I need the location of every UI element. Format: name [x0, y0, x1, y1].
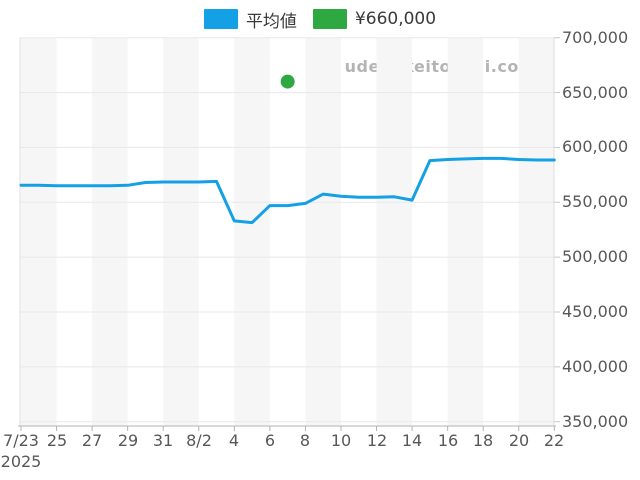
x-axis-label: 8 — [299, 431, 311, 450]
legend-item-label: 平均値 — [245, 11, 297, 32]
x-axis-label: 20 — [508, 431, 530, 450]
x-axis-label: 7/23 — [3, 431, 39, 450]
grid-band — [163, 37, 199, 427]
grid-band — [234, 37, 270, 427]
average-price-line[interactable] — [19, 156, 556, 225]
x-axis-label: 29 — [117, 431, 139, 450]
x-axis-label: 16 — [437, 431, 459, 450]
grid-band — [92, 37, 128, 427]
y-axis-label: 700,000 — [562, 28, 629, 47]
x-axis-label: 31 — [152, 431, 174, 450]
x-axis-label: 25 — [46, 431, 68, 450]
y-axis-label: 600,000 — [562, 137, 629, 156]
x-axis-label: 6 — [264, 431, 276, 450]
grid-band — [447, 37, 484, 427]
y-axis-label: 650,000 — [562, 83, 629, 102]
x-axis-label: 10 — [330, 431, 352, 450]
x-axis-label: 18 — [472, 431, 494, 450]
grid-band — [21, 37, 57, 427]
legend-item-sale-price[interactable]: ¥660,000 — [312, 9, 437, 29]
y-axis-label: 400,000 — [562, 357, 629, 376]
grid-band — [305, 37, 341, 427]
grid-band — [518, 37, 555, 427]
x-axis-label: 8/2 — [186, 431, 212, 450]
x-axis-label: 12 — [366, 431, 388, 450]
sale-price-swatch-icon — [312, 9, 347, 29]
x-axis-year-label: 2025 — [0, 452, 42, 471]
sale-price-marker[interactable] — [280, 74, 295, 89]
y-axis-label: 350,000 — [562, 412, 629, 431]
x-axis-label: 22 — [543, 431, 565, 450]
x-axis-label: 27 — [81, 431, 103, 450]
average-series-swatch-icon — [203, 9, 238, 29]
x-axis-label: 4 — [228, 431, 240, 450]
y-axis-label: 450,000 — [562, 302, 629, 321]
legend-item-average[interactable]: 平均値 — [203, 7, 297, 32]
y-axis-label: 500,000 — [562, 247, 629, 266]
legend-item-label: ¥660,000 — [354, 9, 437, 29]
x-axis-label: 14 — [401, 431, 423, 450]
y-axis-label: 550,000 — [562, 192, 629, 211]
chart-legend: 平均値 ¥660,000 — [0, 6, 640, 32]
grid-band — [376, 37, 413, 427]
